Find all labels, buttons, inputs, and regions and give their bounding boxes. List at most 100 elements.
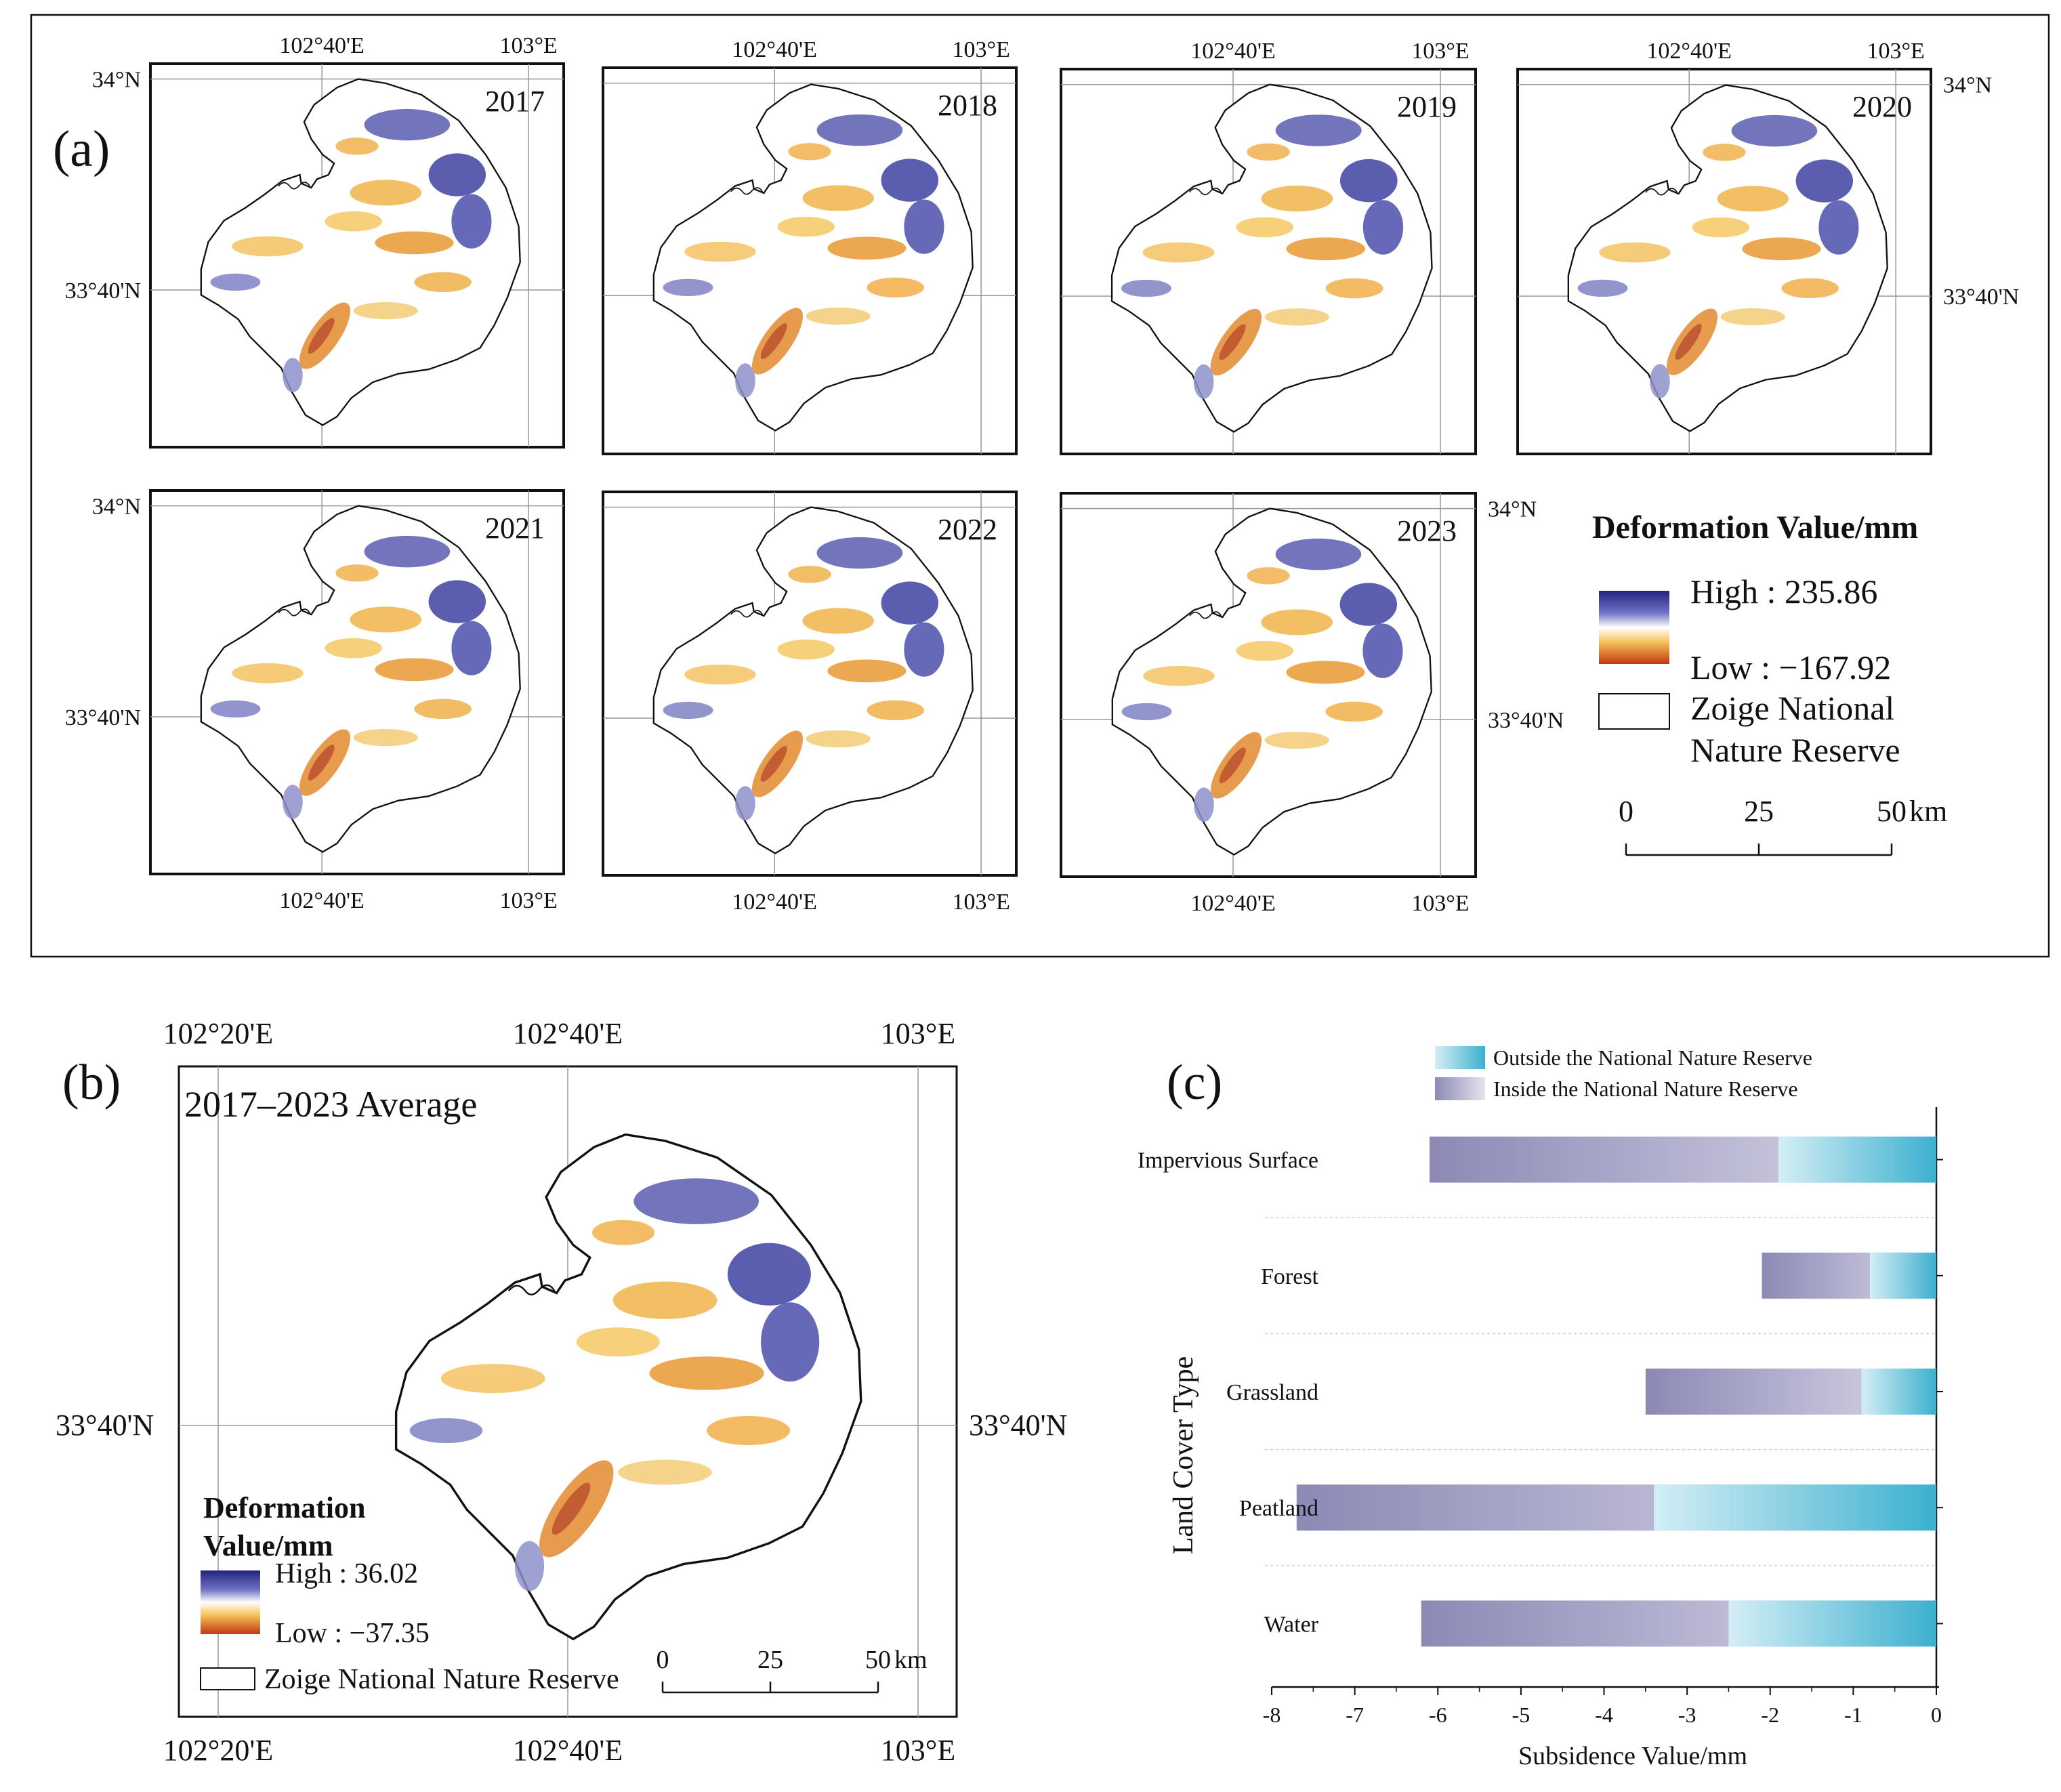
x-tick-label: -8 (1263, 1703, 1281, 1727)
panel-b-title: 2017–2023 Average (184, 1084, 477, 1125)
b-legend-reserve: Zoige National Nature Reserve (264, 1664, 619, 1695)
lon-label: 103°E (1411, 39, 1469, 64)
legend-colorramp (1599, 591, 1669, 664)
x-tick-label: -2 (1761, 1703, 1779, 1727)
panel-b-lon-top-3: 103°E (881, 1017, 955, 1050)
chart-ylabel: Land Cover Type (1168, 1356, 1199, 1555)
year-label: 2021 (485, 512, 545, 545)
legend-inside-swatch (1435, 1077, 1485, 1100)
bar-outside-1 (1869, 1252, 1936, 1299)
bar-outside-2 (1861, 1369, 1936, 1415)
x-tick-label: 0 (1931, 1703, 1942, 1727)
lon-label: 103°E (499, 33, 557, 58)
legend-reserve-swatch (1598, 693, 1670, 730)
lat-label: 33°40'N (1488, 708, 1564, 733)
legend-title: Deformation Value/mm (1592, 509, 1918, 545)
legend-reserve-2: Nature Reserve (1690, 731, 1900, 769)
panel-a: (a) 2017 102°40'E 103°E 34°N 33°40'N 2018 102°… (30, 14, 2050, 958)
panel-a-frame (30, 14, 2050, 958)
lon-label: 103°E (1411, 891, 1469, 916)
category-label: Water (1264, 1612, 1319, 1637)
scale-tick-25: 25 (1744, 795, 1774, 828)
panel-c-chart: (c) Outside the National Nature Reserve … (1138, 1045, 1943, 1770)
year-map-2017: 2017 102°40'E 103°E 34°N 33°40'N (65, 33, 565, 449)
lon-label: 103°E (952, 37, 1009, 62)
b-scale-50: 50 (865, 1646, 891, 1674)
lat-label: 34°N (1943, 73, 1992, 98)
b-legend-colorramp (201, 1570, 260, 1634)
x-tick-label: -4 (1595, 1703, 1613, 1727)
year-map-2021: 2021 102°40'E 103°E 34°N 33°40'N (65, 489, 565, 913)
year-map-2018: 2018 102°40'E 103°E (602, 37, 1018, 455)
bar-outside-0 (1778, 1136, 1936, 1183)
panel-b-lon-top-2: 102°40'E (513, 1017, 623, 1050)
year-map-2020: 2020 102°40'E 103°E 34°N 33°40'N (1516, 39, 2019, 455)
b-legend-reserve-swatch (200, 1667, 255, 1690)
lat-label: 33°40'N (65, 705, 141, 730)
chart-xlabel: Subsidence Value/mm (1518, 1742, 1747, 1770)
panel-b-lon-top-1: 102°20'E (163, 1017, 273, 1050)
year-map-2022: 2022 102°40'E 103°E (602, 491, 1018, 915)
yearly-maps: 2017 102°40'E 103°E 34°N 33°40'N 2018 102°40'E… (65, 33, 2020, 916)
x-tick-label: -5 (1512, 1703, 1531, 1727)
x-tick-label: -6 (1429, 1703, 1447, 1727)
panel-b-lat-right: 33°40'N (969, 1409, 1067, 1442)
panel-a-label: (a) (53, 121, 110, 178)
year-label: 2019 (1397, 90, 1457, 123)
scale-unit: km (1909, 795, 1947, 828)
x-tick-label: -1 (1844, 1703, 1862, 1727)
x-tick-label: -7 (1346, 1703, 1364, 1727)
year-label: 2018 (938, 89, 997, 122)
panel-b-lon-bottom-3: 103°E (881, 1734, 955, 1767)
b-legend-title-1: Deformation (203, 1491, 366, 1524)
lat-label: 34°N (92, 495, 141, 520)
x-tick-label: -3 (1678, 1703, 1696, 1727)
lon-label: 102°40'E (279, 33, 365, 58)
legend-high: High : 235.86 (1690, 572, 1877, 610)
bar-outside-3 (1654, 1484, 1936, 1531)
b-scale-0: 0 (657, 1646, 669, 1674)
lon-label: 103°E (952, 890, 1009, 915)
lon-label: 102°40'E (1190, 891, 1276, 916)
b-legend-high: High : 36.02 (275, 1558, 418, 1589)
lat-label: 33°40'N (65, 278, 141, 304)
lon-label: 102°40'E (732, 890, 817, 915)
year-map-2023: 2023 102°40'E 103°E 34°N 33°40'N (1060, 492, 1564, 916)
category-label: Impervious Surface (1138, 1148, 1318, 1173)
lon-label: 102°40'E (732, 37, 817, 62)
year-map-2019: 2019 102°40'E 103°E (1060, 39, 1477, 455)
legend-reserve-1: Zoige National (1690, 689, 1894, 727)
year-label: 2022 (938, 513, 997, 546)
lon-label: 103°E (499, 888, 557, 913)
lon-label: 102°40'E (1190, 39, 1276, 64)
category-label: Grassland (1226, 1380, 1318, 1405)
panel-b-label: (b) (62, 1055, 121, 1110)
category-label: Forest (1261, 1264, 1319, 1289)
b-scale-unit: km (894, 1646, 928, 1674)
category-label: Peatland (1239, 1496, 1318, 1521)
legend-outside-label: Outside the National Nature Reserve (1493, 1045, 1812, 1070)
year-label: 2020 (1852, 90, 1912, 123)
scale-bar-a: 0 25 50 km (1619, 795, 1947, 856)
panel-b: (b) 102°20'E 102°40'E 103°E 2017–2023 Av… (56, 1017, 1067, 1767)
lon-label: 103°E (1867, 39, 1924, 64)
b-legend-low: Low : −37.35 (275, 1618, 430, 1649)
scale-tick-0: 0 (1619, 795, 1633, 828)
panel-c-label: (c) (1167, 1055, 1222, 1110)
lat-label: 34°N (1488, 497, 1537, 522)
lat-label: 33°40'N (1943, 285, 2019, 310)
lon-label: 102°40'E (279, 888, 365, 913)
legend-inside-label: Inside the National Nature Reserve (1493, 1077, 1798, 1101)
legend-low: Low : −167.92 (1690, 648, 1891, 686)
panel-b-legend: Deformation Value/mm High : 36.02 Low : … (200, 1491, 928, 1695)
b-legend-title-2: Value/mm (203, 1529, 333, 1562)
panel-b-lon-bottom-1: 102°20'E (163, 1734, 273, 1767)
panel-a-legend: Deformation Value/mm High : 235.86 Low :… (1592, 509, 1947, 856)
scale-bar-b: 0 25 50 km (657, 1646, 928, 1694)
year-label: 2017 (485, 85, 545, 118)
lon-label: 102°40'E (1646, 39, 1732, 64)
bar-outside-4 (1728, 1600, 1936, 1647)
panel-b-lat-left: 33°40'N (56, 1409, 154, 1442)
panel-b-lon-bottom-2: 102°40'E (513, 1734, 623, 1767)
